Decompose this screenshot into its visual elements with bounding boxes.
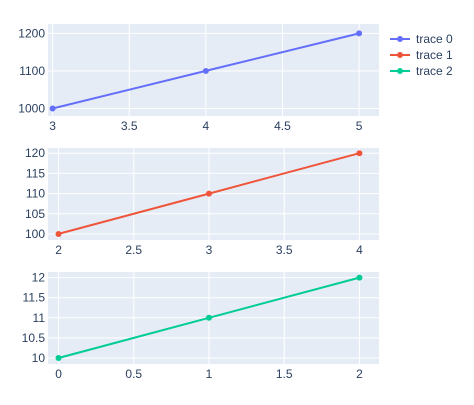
x-tick-label: 1.5 (276, 367, 293, 381)
y-tick-label: 1200 (18, 26, 45, 40)
legend-swatch-marker (397, 52, 403, 58)
subplot-1: 3 3.5 4 4.5 5 1000 1100 1200 (18, 24, 379, 133)
x-tick-label: 2.5 (125, 243, 142, 257)
legend-item: trace 1 (390, 48, 453, 62)
x-tick-label: 0 (55, 367, 62, 381)
y-tick-label: 11.5 (23, 291, 46, 305)
data-point (55, 354, 62, 361)
data-point (356, 30, 363, 37)
y-tick-label: 120 (25, 146, 45, 160)
x-tick-label: 3.5 (121, 119, 138, 133)
legend-item: trace 2 (390, 64, 453, 78)
x-tick-label: 2 (55, 243, 62, 257)
x-tick-label: 0.5 (125, 367, 142, 381)
x-tick-label: 4 (356, 243, 363, 257)
y-tick-label: 1100 (19, 64, 45, 78)
legend-item: trace 0 (390, 32, 453, 46)
y-tick-label: 100 (25, 227, 45, 241)
y-tick-label: 10 (32, 351, 46, 365)
y-tick-label: 105 (25, 207, 45, 221)
x-tick-label: 1 (206, 367, 213, 381)
x-tick-label: 3.5 (276, 243, 293, 257)
legend-group: trace 0 trace 1 trace 2 (390, 32, 453, 78)
x-tick-label: 3 (49, 119, 56, 133)
y-tick-label: 12 (32, 271, 46, 285)
legend-label: trace 2 (416, 64, 453, 78)
data-point (205, 190, 212, 197)
subplot-2: 2 2.5 3 3.5 4 100 105 110 115 120 (25, 146, 379, 257)
data-point (202, 67, 209, 74)
y-tick-label: 11 (33, 311, 46, 325)
x-tick-label: 5 (356, 119, 363, 133)
y-tick-label: 110 (26, 187, 45, 201)
x-tick-label: 3 (206, 243, 213, 257)
data-point (356, 150, 363, 157)
data-point (356, 274, 363, 281)
legend-swatch-marker (397, 68, 403, 74)
data-point (49, 105, 56, 112)
y-tick-label: 1000 (18, 101, 45, 115)
data-point (55, 230, 62, 237)
legend-swatch-marker (397, 36, 403, 42)
x-tick-label: 2 (356, 367, 363, 381)
legend-label: trace 1 (416, 48, 453, 62)
y-tick-label: 10.5 (22, 331, 46, 345)
y-tick-label: 115 (26, 166, 45, 180)
x-tick-label: 4.5 (274, 119, 291, 133)
data-point (205, 314, 212, 321)
legend-label: trace 0 (416, 32, 453, 46)
x-tick-label: 4 (202, 119, 209, 133)
